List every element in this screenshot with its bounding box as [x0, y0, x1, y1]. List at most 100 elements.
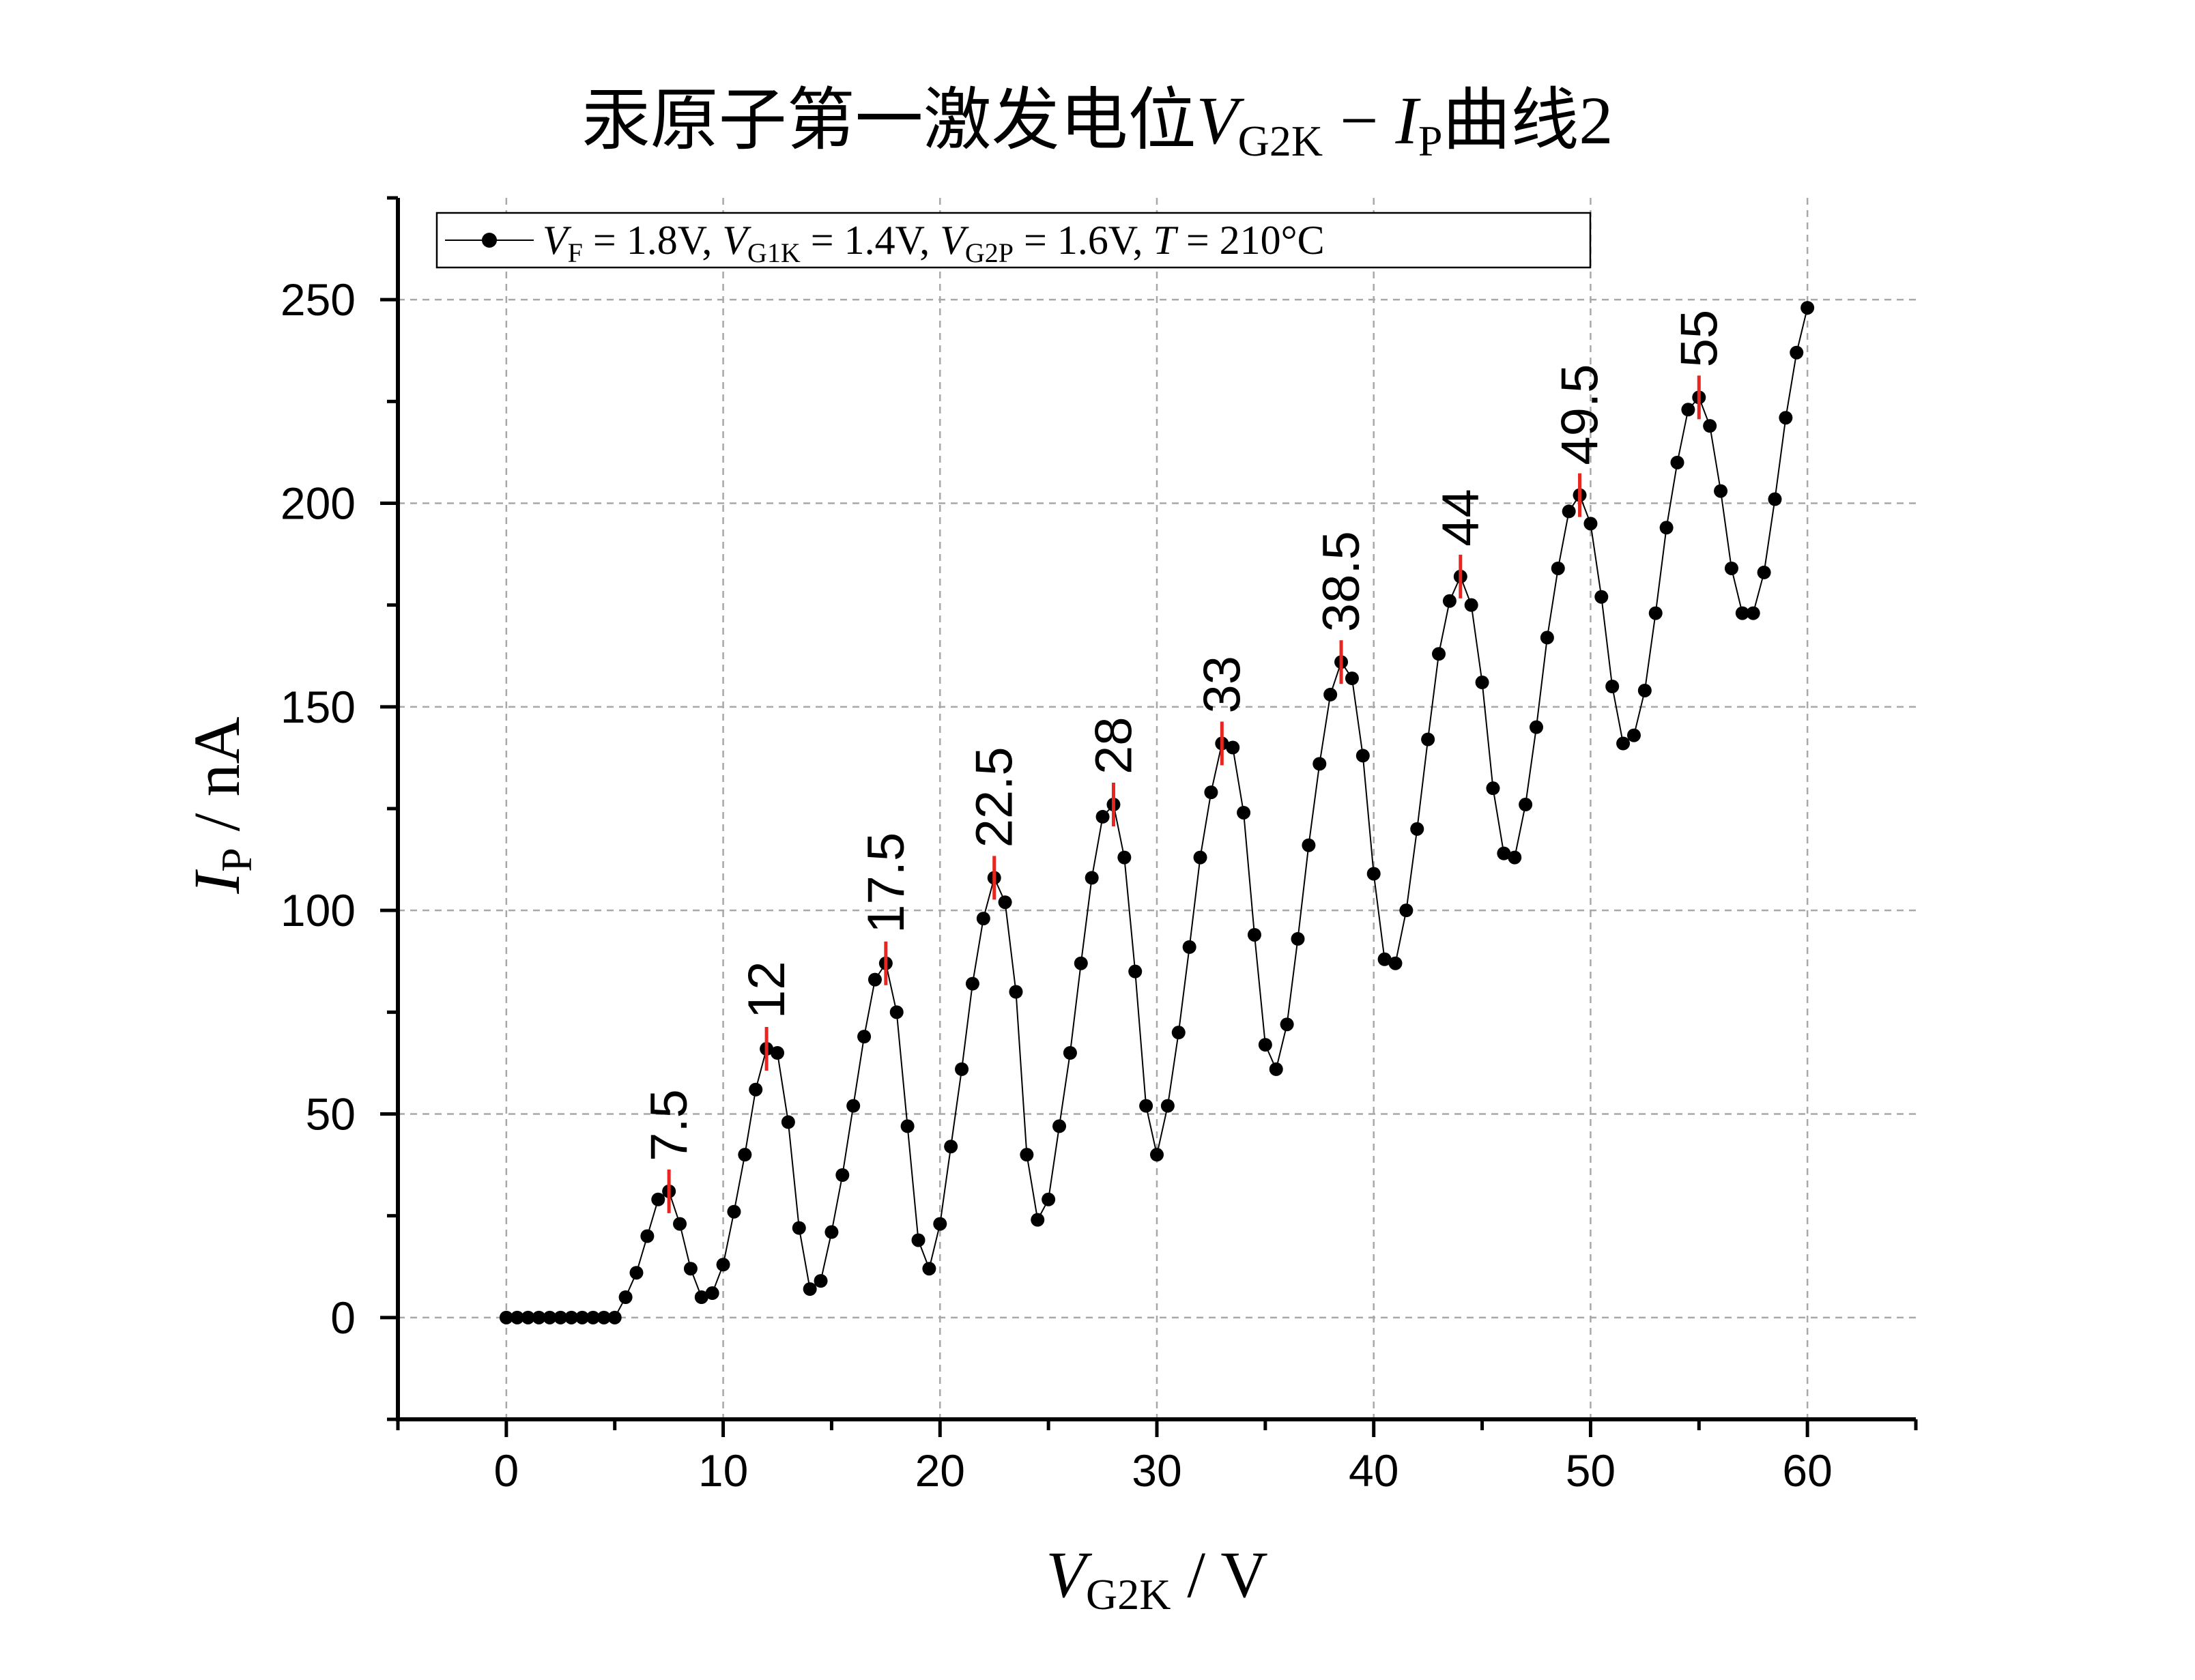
- data-point: [640, 1229, 655, 1243]
- data-point: [1226, 740, 1240, 755]
- data-point: [1377, 952, 1392, 966]
- data-point: [922, 1262, 936, 1276]
- data-point: [554, 1310, 568, 1324]
- y-tick-label: 250: [281, 274, 356, 325]
- data-point: [673, 1217, 687, 1231]
- data-point: [1366, 867, 1381, 881]
- data-point: [857, 1030, 872, 1044]
- data-point: [1345, 671, 1359, 686]
- x-tick-label: 60: [1782, 1445, 1832, 1496]
- data-point: [1801, 301, 1815, 315]
- data-point: [965, 976, 979, 991]
- data-point: [716, 1258, 730, 1272]
- data-point: [575, 1310, 590, 1324]
- data-point: [1659, 521, 1674, 535]
- data-point: [1085, 871, 1099, 885]
- x-tick-label: 20: [915, 1445, 965, 1496]
- data-point: [1626, 728, 1641, 742]
- data-point: [651, 1192, 665, 1206]
- data-point: [510, 1310, 524, 1324]
- data-point: [1323, 687, 1338, 701]
- y-tick-label: 150: [281, 682, 356, 732]
- data-point: [955, 1062, 969, 1076]
- data-point: [1388, 956, 1403, 970]
- data-point: [1237, 805, 1251, 820]
- y-axis-ticks: 0 50 100 150 200 250: [281, 196, 398, 1421]
- data-point: [597, 1310, 611, 1324]
- data-point: [727, 1204, 741, 1219]
- data-point: [586, 1310, 600, 1324]
- x-axis-title: VG2K / V: [1046, 1538, 1267, 1619]
- data-point: [1128, 964, 1143, 979]
- legend-marker: [482, 233, 497, 248]
- data-point: [1291, 931, 1305, 946]
- data-point: [1779, 411, 1793, 425]
- chart-title: 汞原子第一激发电位VG2K − IP曲线2: [582, 83, 1613, 165]
- data-point: [499, 1310, 513, 1324]
- data-point: [1757, 565, 1771, 579]
- peak-label: 44: [1432, 489, 1490, 547]
- x-tick-label: 0: [493, 1445, 519, 1496]
- data-point: [1735, 606, 1749, 620]
- data-point: [1117, 850, 1132, 865]
- data-point: [1714, 484, 1728, 498]
- data-point: [1562, 504, 1576, 519]
- data-point: [607, 1310, 622, 1324]
- data-point: [1150, 1148, 1164, 1162]
- data-point: [1269, 1062, 1283, 1076]
- data-point: [803, 1282, 817, 1297]
- data-point: [976, 912, 990, 926]
- data-point: [1530, 720, 1543, 734]
- data-point: [824, 1225, 839, 1239]
- y-tick-label: 0: [330, 1292, 356, 1343]
- data-point: [1258, 1038, 1272, 1052]
- data-series: [499, 301, 1815, 1324]
- data-point: [1464, 598, 1478, 612]
- data-point: [1312, 757, 1327, 771]
- data-point: [543, 1310, 557, 1324]
- y-tick-label: 200: [281, 478, 356, 529]
- legend-label: VF = 1.8V, VG1K = 1.4V, VG2P = 1.6V, T =…: [543, 218, 1325, 268]
- data-point: [1497, 846, 1511, 860]
- data-point: [944, 1140, 958, 1154]
- data-point: [1442, 594, 1457, 608]
- data-point: [618, 1290, 633, 1304]
- data-point: [1355, 749, 1370, 763]
- data-point: [1724, 561, 1738, 575]
- peak-label: 7.5: [640, 1089, 698, 1161]
- data-point: [1703, 419, 1717, 433]
- x-tick-label: 30: [1132, 1445, 1181, 1496]
- data-point: [683, 1262, 698, 1276]
- legend-box: [435, 212, 1592, 269]
- data-point: [1594, 590, 1609, 604]
- data-point: [1247, 927, 1261, 942]
- data-point: [1583, 517, 1598, 531]
- data-point: [1160, 1099, 1175, 1113]
- data-point: [1432, 647, 1446, 661]
- x-tick-label: 50: [1566, 1445, 1616, 1496]
- data-point: [1768, 492, 1782, 506]
- data-point: [749, 1082, 763, 1097]
- data-point: [1790, 345, 1804, 360]
- data-point: [1410, 822, 1424, 836]
- y-tick-label: 100: [281, 885, 356, 936]
- data-point: [1399, 903, 1414, 918]
- data-point: [1540, 631, 1554, 645]
- data-point: [771, 1046, 784, 1060]
- peak-label: 28: [1085, 716, 1143, 774]
- data-point: [1421, 732, 1435, 747]
- data-point: [705, 1286, 719, 1301]
- data-point: [1605, 680, 1620, 693]
- y-tick-label: 50: [306, 1089, 356, 1140]
- grid-lines: [398, 198, 1916, 1419]
- data-point: [1280, 1017, 1294, 1032]
- data-point: [835, 1168, 850, 1182]
- data-point: [1551, 561, 1565, 575]
- peak-label: 17.5: [857, 832, 915, 933]
- data-point: [846, 1099, 861, 1113]
- data-point: [1063, 1046, 1077, 1060]
- data-point: [521, 1310, 535, 1324]
- data-point: [694, 1290, 708, 1304]
- data-point: [933, 1217, 947, 1231]
